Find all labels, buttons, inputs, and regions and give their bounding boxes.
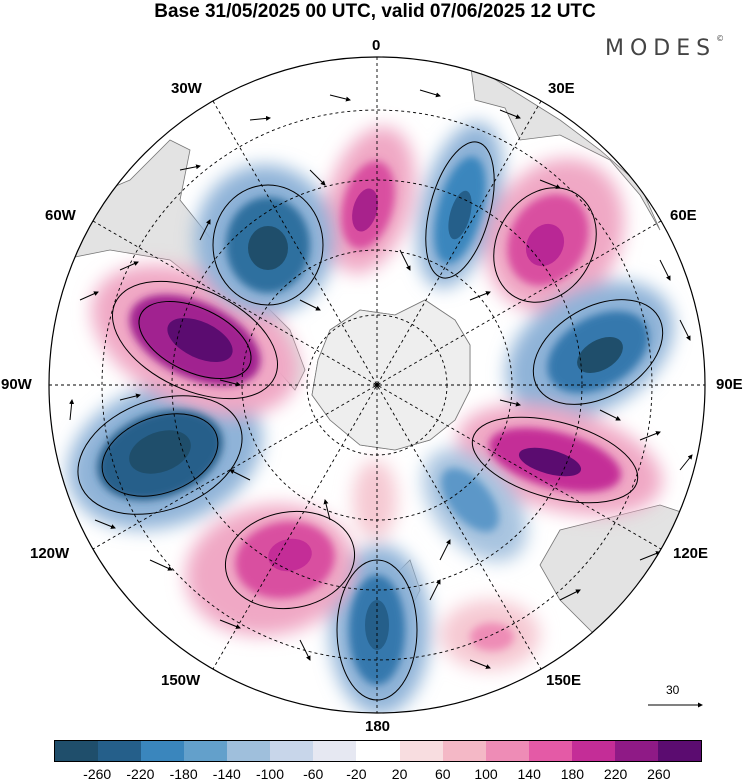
lon-label-180: 180 bbox=[365, 718, 391, 735]
colorbar-segment bbox=[227, 741, 271, 761]
colorbar-segment bbox=[313, 741, 357, 761]
modes-logo: MODES© bbox=[605, 34, 725, 61]
colorbar-segment bbox=[657, 741, 701, 761]
colorbar-tick-label: -60 bbox=[303, 766, 324, 782]
colorbar-segment bbox=[485, 741, 529, 761]
colorbar-tick-label: 180 bbox=[560, 766, 585, 782]
colorbar-segment bbox=[270, 741, 314, 761]
lon-label-150e: 150E bbox=[546, 672, 582, 689]
colorbar-tick-label: -180 bbox=[169, 766, 198, 782]
graticule bbox=[49, 57, 705, 713]
colorbar-tick-label: -260 bbox=[83, 766, 112, 782]
colorbar-tick-label: 20 bbox=[391, 766, 408, 782]
colorbar-segment bbox=[614, 741, 658, 761]
colorbar-tick-label: 260 bbox=[647, 766, 671, 782]
colorbar-segment bbox=[528, 741, 572, 761]
anomaly-field bbox=[68, 122, 674, 713]
colorbar-tick-label: 220 bbox=[603, 766, 628, 782]
antarctica-overlay bbox=[311, 299, 471, 451]
lon-label-60w: 60W bbox=[45, 207, 76, 224]
colorbar-segment bbox=[356, 741, 400, 761]
colorbar-segment bbox=[141, 741, 185, 761]
pole-marker bbox=[375, 383, 379, 387]
colorbar-tick-label: -100 bbox=[255, 766, 285, 782]
brand-text: MODES bbox=[605, 36, 717, 61]
colorbar-tick-label: 60 bbox=[435, 766, 451, 782]
colorbar-tick-label: -20 bbox=[346, 766, 367, 782]
africa-land bbox=[417, 57, 661, 231]
brand-mark: © bbox=[716, 34, 725, 43]
lon-label-60e: 60E bbox=[670, 207, 697, 224]
map-title: Base 31/05/2025 00 UTC, valid 07/06/2025… bbox=[154, 1, 596, 22]
vector-scale-label: 30 bbox=[666, 683, 680, 697]
map-border bbox=[48, 56, 706, 714]
colorbar bbox=[54, 740, 702, 762]
colorbar-segment bbox=[55, 741, 99, 761]
lon-label-150w: 150W bbox=[161, 672, 201, 689]
lon-label-120e: 120E bbox=[673, 545, 709, 562]
lon-label-0: 0 bbox=[372, 37, 381, 54]
colorbar-segment bbox=[184, 741, 228, 761]
colorbar-segment bbox=[571, 741, 615, 761]
colorbar-segment bbox=[399, 741, 443, 761]
colorbar-tick-label: 140 bbox=[517, 766, 541, 782]
lon-label-90w: 90W bbox=[1, 376, 32, 393]
colorbar-labels: -260 -220 -180 -140 -100 -60 -20 20 60 100 140 180 2… bbox=[54, 766, 702, 782]
lon-label-30w: 30W bbox=[171, 80, 202, 97]
lon-label-120w: 120W bbox=[30, 545, 70, 562]
colorbar-tick-label: -220 bbox=[126, 766, 155, 782]
colorbar-tick-label: -140 bbox=[212, 766, 241, 782]
lon-label-30e: 30E bbox=[548, 80, 575, 97]
colorbar-tick-label: 100 bbox=[474, 766, 498, 782]
wind-vectors bbox=[69, 89, 693, 669]
colorbar-segment bbox=[442, 741, 486, 761]
colorbar-segment bbox=[98, 741, 142, 761]
lon-label-90e: 90E bbox=[716, 376, 743, 393]
contour-lines bbox=[77, 141, 664, 701]
